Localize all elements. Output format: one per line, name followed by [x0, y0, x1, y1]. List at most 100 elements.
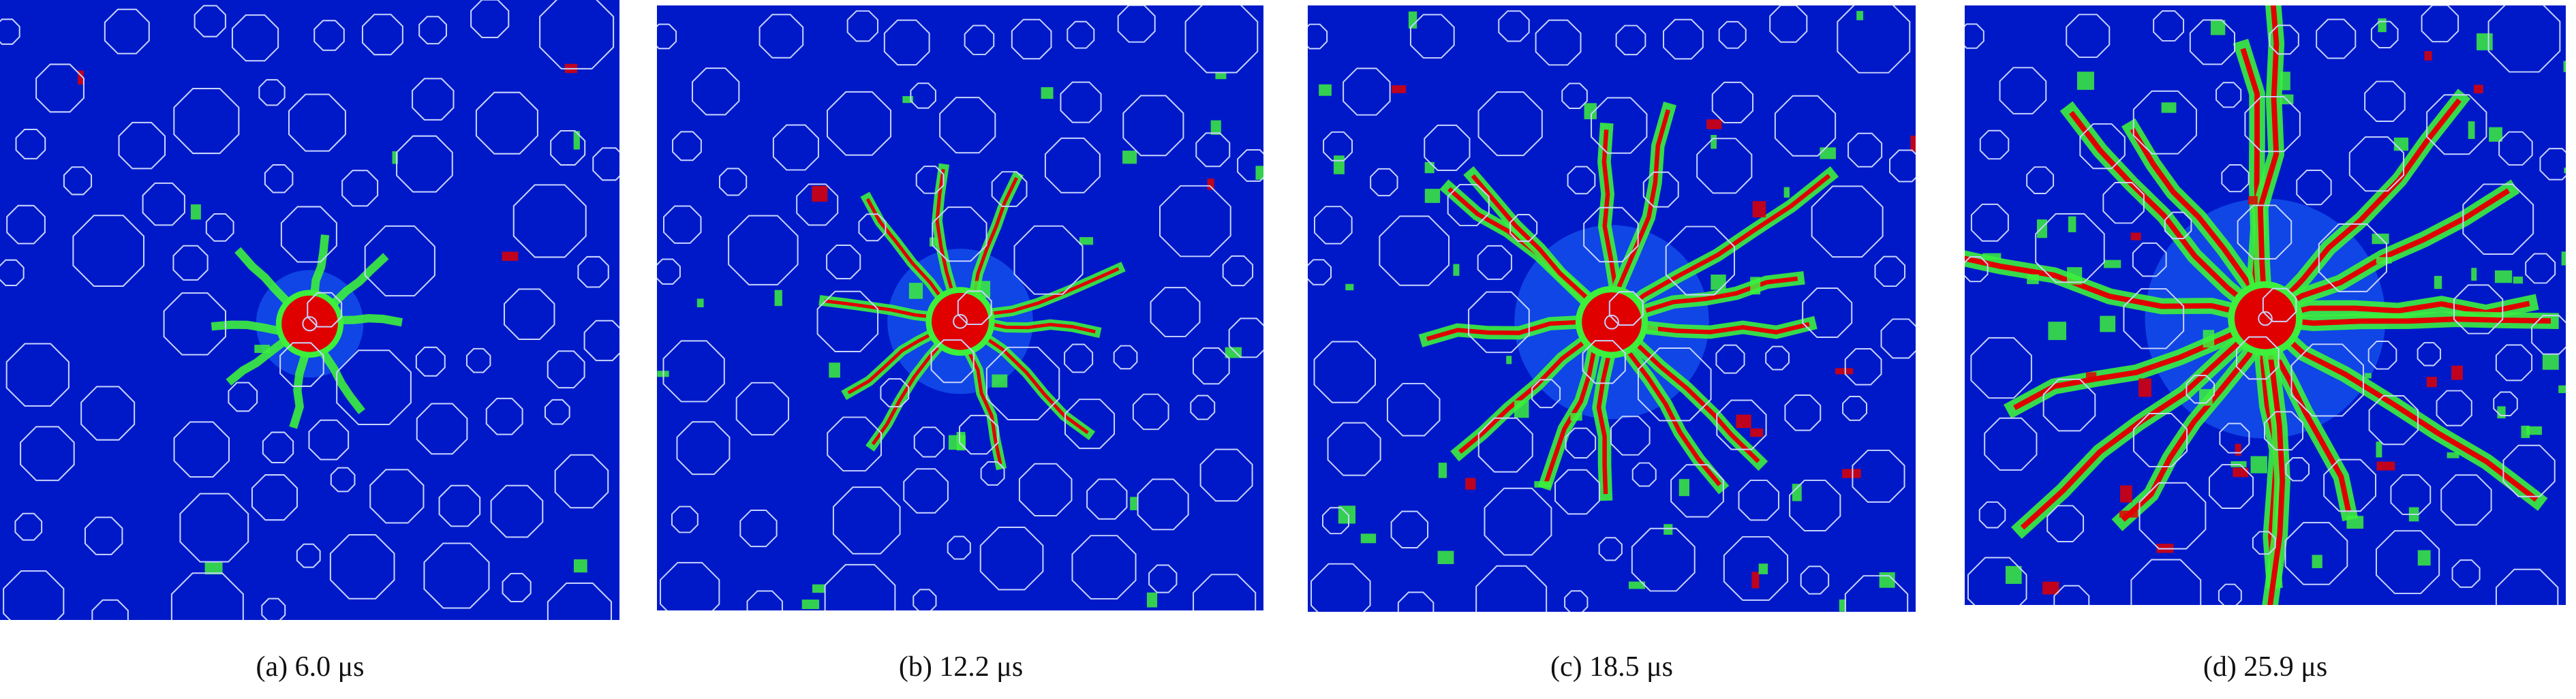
- aggregate-outline: [1222, 255, 1254, 287]
- aggregate-outline: [2316, 18, 2357, 59]
- damage-spot: [2471, 268, 2477, 281]
- crack-line: [2013, 316, 2267, 411]
- aggregate-outline: [1071, 535, 1137, 600]
- aggregate-outline: [1880, 318, 1916, 359]
- aggregate-outline: [1984, 417, 2038, 471]
- aggregate-outline: [1018, 463, 1073, 516]
- aggregate-outline: [313, 20, 345, 51]
- aggregate-outline: [91, 599, 129, 620]
- damage-spot: [2067, 267, 2083, 285]
- aggregate-outline: [947, 535, 971, 560]
- damage-spot: [801, 600, 820, 609]
- aggregate-outline: [1190, 394, 1216, 420]
- aggregate-outline: [118, 121, 166, 170]
- damage-spot: [2451, 365, 2463, 380]
- aggregate-outline: [2375, 530, 2440, 595]
- crack-line: [2020, 316, 2267, 530]
- aggregate-outline: [1696, 138, 1753, 194]
- aggregate-outline: [1184, 5, 1259, 74]
- damage-spot: [1215, 72, 1227, 80]
- aggregate-outline: [2390, 474, 2432, 515]
- damage-spot: [2563, 61, 2566, 72]
- damage-spot: [2005, 565, 2022, 585]
- aggregate-outline: [475, 91, 538, 155]
- aggregate-outline: [728, 215, 799, 285]
- damage-spot: [2542, 354, 2559, 370]
- aggregate-outline: [939, 97, 996, 154]
- damage-spot: [930, 237, 938, 247]
- aggregate-outline: [1844, 348, 1882, 386]
- aggregate-outline: [816, 290, 879, 353]
- aggregate-outline: [1122, 95, 1184, 157]
- aggregate-outline: [1195, 132, 1231, 168]
- aggregate-outline: [296, 543, 321, 568]
- crack-line: [2257, 5, 2280, 319]
- damage-spot: [78, 70, 84, 84]
- aggregate-outline: [545, 399, 570, 425]
- aggregate-outline: [827, 416, 882, 472]
- aggregate-outline: [1535, 19, 1582, 66]
- aggregate-outline: [671, 506, 699, 533]
- aggregate-outline: [1591, 97, 1648, 154]
- aggregate-outline: [173, 88, 240, 155]
- damage-spot: [1663, 524, 1673, 535]
- damage-spot: [1453, 264, 1460, 276]
- aggregate-outline: [1967, 557, 2027, 605]
- crack-line: [1609, 109, 1670, 323]
- damage-field-c: [1308, 5, 1916, 612]
- borehole: [302, 316, 318, 332]
- aggregate-outline: [1965, 256, 1989, 283]
- aggregate-outline: [1509, 214, 1538, 243]
- aggregate-outline: [2421, 5, 2459, 43]
- aggregate-outline: [2046, 505, 2085, 542]
- aggregate-outline: [2426, 94, 2487, 155]
- damage-spot: [1424, 161, 1435, 174]
- aggregate-outline: [1117, 5, 1156, 43]
- aggregate-outline: [827, 91, 892, 156]
- damage-spot: [2346, 516, 2364, 529]
- simulation-panel-d: [1965, 5, 2566, 605]
- damage-spot: [2120, 485, 2132, 503]
- aggregate-outline: [1999, 67, 2047, 114]
- aggregate-outline: [3, 570, 65, 620]
- aggregate-outline: [5, 343, 70, 407]
- aggregate-outline: [504, 288, 555, 340]
- damage-spot: [2199, 389, 2213, 406]
- caption-b: (b) 12.2 μs: [898, 651, 1024, 683]
- aggregate-outline: [6, 204, 46, 245]
- crushed-zone: [1582, 292, 1642, 352]
- aggregate-outline: [2035, 213, 2105, 283]
- aggregate-outline: [910, 82, 936, 109]
- damage-field-a: [0, 0, 619, 620]
- damage-spot: [2376, 257, 2392, 264]
- aggregate-outline: [1670, 464, 1724, 518]
- aggregate-outline: [1313, 341, 1377, 403]
- damage-spot: [2378, 18, 2387, 33]
- damage-spot: [1792, 484, 1802, 501]
- aggregate-outline: [1723, 535, 1789, 601]
- aggregate-outline: [1765, 345, 1790, 371]
- aggregate-outline: [2296, 170, 2332, 206]
- aggregate-outline: [205, 213, 234, 242]
- damage-spot: [1041, 87, 1054, 99]
- aggregate-outline: [2215, 82, 2242, 108]
- damage-spot: [2558, 385, 2566, 393]
- damage-spot: [2312, 555, 2322, 568]
- aggregate-outline: [15, 128, 46, 159]
- aggregate-outline: [883, 19, 930, 66]
- aggregate-outline: [465, 347, 491, 373]
- aggregate-outline: [2370, 20, 2399, 48]
- aggregate-outline: [915, 166, 945, 194]
- aggregate-outline: [1498, 10, 1530, 42]
- aggregate-outline: [194, 5, 226, 37]
- aggregate-outline: [826, 245, 861, 279]
- damage-spot: [812, 185, 828, 202]
- aggregate-outline: [20, 426, 75, 482]
- aggregate-outline: [329, 534, 395, 600]
- aggregate-outline: [2451, 559, 2481, 588]
- damage-spot: [1391, 85, 1407, 93]
- damage-spot: [1255, 166, 1263, 180]
- aggregate-outline: [1447, 183, 1490, 227]
- aggregate-outline: [1970, 337, 2032, 399]
- aggregate-outline: [2132, 413, 2188, 467]
